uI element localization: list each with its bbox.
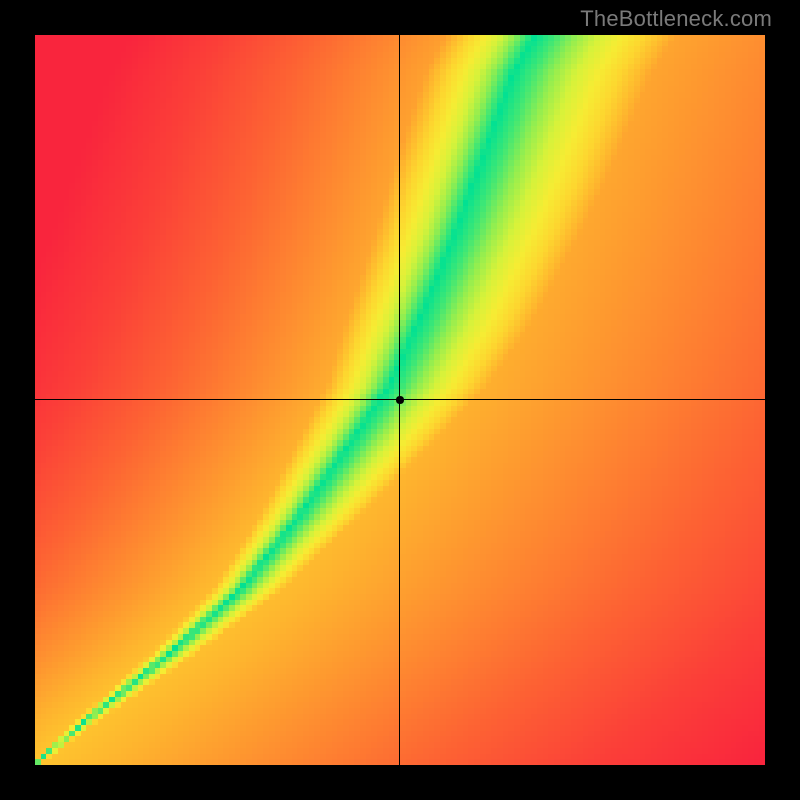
chart-container: TheBottleneck.com <box>0 0 800 800</box>
watermark-text: TheBottleneck.com <box>580 6 772 32</box>
crosshair-dot <box>395 395 405 405</box>
